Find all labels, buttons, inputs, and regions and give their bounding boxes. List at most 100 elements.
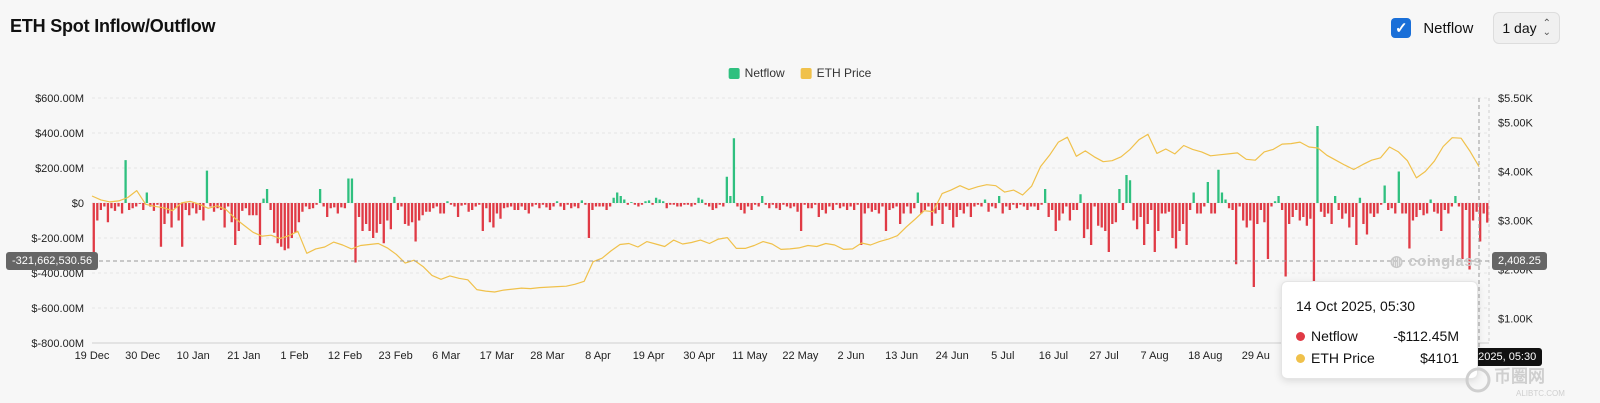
netflow-bar xyxy=(785,203,789,207)
netflow-bar xyxy=(1121,203,1125,210)
tooltip-row-netflow: Netflow -$112.45M xyxy=(1296,328,1459,344)
netflow-bar xyxy=(1036,203,1040,210)
netflow-bar xyxy=(750,203,753,210)
netflow-bar xyxy=(987,203,990,212)
netflow-bar xyxy=(700,199,704,203)
netflow-bar xyxy=(499,203,502,219)
netflow-bar xyxy=(1464,203,1468,210)
netflow-bar xyxy=(428,203,431,212)
left-axis-tick-label: $-600.00M xyxy=(31,303,84,315)
x-axis-tick-label: 2 Jun xyxy=(838,350,865,362)
netflow-bar xyxy=(916,192,919,203)
netflow-bar xyxy=(969,203,973,217)
chart-legend: Netflow ETH Price xyxy=(728,66,871,80)
interval-select[interactable]: 1 day ⌃ ⌄ xyxy=(1493,12,1560,44)
netflow-bar xyxy=(601,203,605,207)
netflow-bar xyxy=(1379,203,1383,205)
x-axis-tick-label: 11 May xyxy=(732,350,768,362)
netflow-bar xyxy=(1341,203,1344,219)
netflow-bar xyxy=(888,203,891,210)
netflow-bar xyxy=(333,203,336,208)
netflow-bar xyxy=(746,203,750,207)
x-axis-tick-label: 6 Mar xyxy=(432,350,460,362)
netflow-toggle-label[interactable]: Netflow xyxy=(1423,19,1474,37)
netflow-bar xyxy=(227,203,230,207)
netflow-bar xyxy=(209,203,212,207)
netflow-bar xyxy=(131,203,134,209)
netflow-bar xyxy=(156,203,159,205)
netflow-bar xyxy=(577,203,580,209)
page-title: ETH Spot Inflow/Outflow xyxy=(10,16,216,36)
tooltip-value-eth-price: $4101 xyxy=(1420,350,1459,366)
netflow-bar xyxy=(1252,203,1255,287)
netflow-bar xyxy=(1157,203,1160,231)
netflow-bar xyxy=(96,203,99,221)
netflow-bar xyxy=(255,203,258,216)
netflow-bar xyxy=(909,203,912,214)
x-axis-tick-label: 18 Aug xyxy=(1188,350,1222,362)
netflow-bar xyxy=(1164,203,1167,214)
netflow-bar xyxy=(1178,203,1181,231)
netflow-bar xyxy=(817,203,820,217)
netflow-bar xyxy=(608,203,612,207)
netflow-bar xyxy=(1429,199,1432,203)
netflow-bar xyxy=(923,203,927,210)
netflow-bar xyxy=(262,198,265,203)
netflow-bar xyxy=(662,201,665,203)
netflow-bar xyxy=(1397,171,1400,203)
netflow-bar xyxy=(580,200,583,203)
netflow-bar xyxy=(654,197,658,203)
netflow-bar xyxy=(340,203,343,208)
netflow-bar xyxy=(1422,203,1425,216)
netflow-bar xyxy=(955,203,958,217)
netflow-bar xyxy=(669,203,672,205)
tooltip-value-netflow: -$112.45M xyxy=(1393,328,1459,344)
netflow-bar xyxy=(1224,199,1227,203)
netflow-bar xyxy=(251,203,255,216)
chart-grid xyxy=(92,97,1490,344)
netflow-bar xyxy=(1323,203,1326,217)
netflow-checkbox[interactable]: ✓ xyxy=(1391,18,1412,38)
netflow-bar xyxy=(1114,203,1118,223)
legend-item-netflow[interactable]: Netflow xyxy=(728,66,785,80)
netflow-bar xyxy=(1054,203,1057,231)
x-axis-tick-label: 24 Jun xyxy=(936,350,969,362)
netflow-bar xyxy=(708,203,711,207)
netflow-bar xyxy=(241,203,244,211)
x-axis-tick-label: 21 Jan xyxy=(227,350,260,362)
netflow-bar xyxy=(1167,203,1171,212)
netflow-bar xyxy=(205,170,209,203)
netflow-bar xyxy=(1150,203,1153,210)
netflow-bar xyxy=(283,203,286,251)
netflow-bar xyxy=(722,203,725,207)
netflow-bar xyxy=(1217,169,1220,203)
legend-label-netflow: Netflow xyxy=(744,66,785,80)
netflow-bar xyxy=(1181,203,1185,224)
netflow-bar xyxy=(647,200,651,203)
netflow-bar xyxy=(1153,203,1156,252)
site-watermark-name: 币圈网 xyxy=(1494,367,1545,387)
netflow-bar xyxy=(704,203,707,205)
netflow-bar xyxy=(410,203,414,223)
netflow-bar xyxy=(1125,175,1128,203)
netflow-bar xyxy=(821,203,824,210)
netflow-bar xyxy=(1072,203,1075,210)
left-axis-tick-label: $400.00M xyxy=(35,128,84,140)
x-axis-tick-label: 28 Mar xyxy=(530,350,565,362)
netflow-bar xyxy=(1093,203,1096,207)
netflow-bar xyxy=(1058,203,1061,221)
netflow-bar xyxy=(1330,203,1333,224)
x-axis-tick-label: 7 Aug xyxy=(1141,350,1169,362)
netflow-bar xyxy=(1132,203,1135,221)
coinglass-watermark: ◍ coinglass xyxy=(1390,252,1482,270)
left-axis-tick-label: $-400.00M xyxy=(31,268,84,280)
netflow-bar xyxy=(379,203,382,224)
netflow-bar xyxy=(633,203,637,205)
netflow-bar xyxy=(1203,203,1206,207)
netflow-bar xyxy=(407,203,410,226)
netflow-bar xyxy=(396,203,400,210)
legend-item-eth-price[interactable]: ETH Price xyxy=(800,66,871,80)
netflow-bar xyxy=(1001,203,1004,214)
netflow-bar xyxy=(184,203,187,210)
